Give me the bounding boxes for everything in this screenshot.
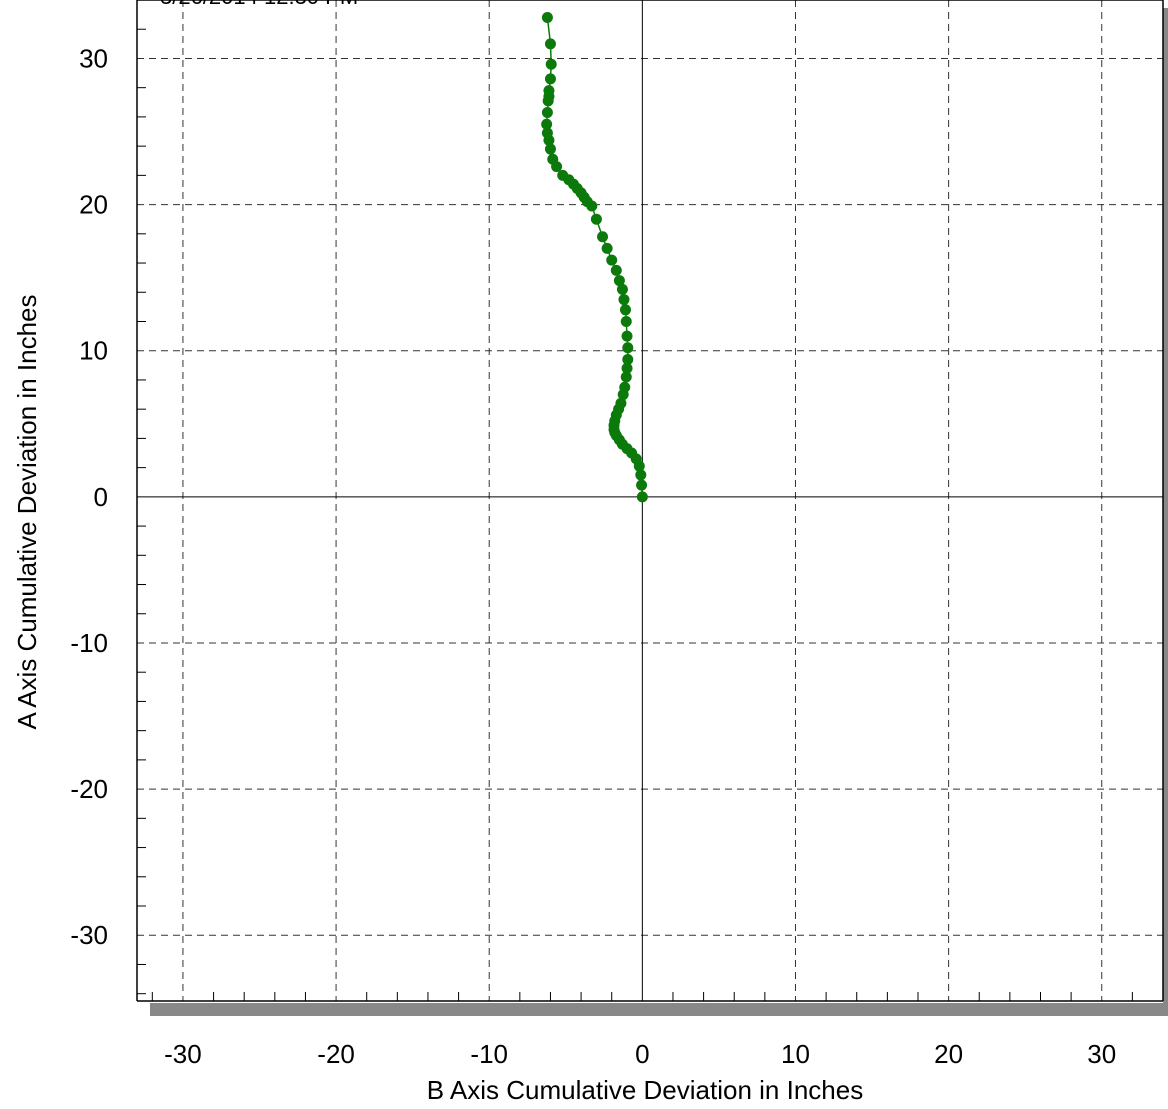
grid-lines	[137, 0, 1163, 1001]
y-tick-label: 20	[79, 190, 108, 220]
x-axis-title: B Axis Cumulative Deviation in Inches	[427, 1075, 863, 1105]
data-point	[541, 118, 553, 130]
y-tick-label: 30	[79, 43, 108, 73]
y-tick-label: 0	[94, 482, 108, 512]
data-point	[616, 283, 628, 295]
data-point	[636, 479, 648, 491]
data-point	[543, 85, 555, 97]
x-tick-label: -10	[470, 1039, 508, 1069]
y-tick-label: -20	[70, 774, 108, 804]
data-point	[606, 254, 618, 266]
x-tick-label: 10	[781, 1039, 810, 1069]
data-point	[619, 381, 631, 393]
plot-area	[137, 0, 1163, 1001]
data-point	[590, 213, 602, 225]
x-tick-labels: -30 -20 -10 0 10 20 30	[164, 1039, 1116, 1069]
minor-ticks	[137, 0, 1164, 1001]
data-point	[615, 397, 627, 409]
data-point	[601, 242, 613, 254]
y-tick-label: -10	[70, 628, 108, 658]
data-point	[613, 275, 625, 287]
data-point	[620, 371, 632, 383]
data-point	[610, 264, 622, 276]
data-point	[544, 73, 556, 85]
data-point	[618, 294, 630, 306]
data-point	[547, 153, 559, 165]
data-point	[621, 362, 633, 374]
x-tick-label: 20	[934, 1039, 963, 1069]
y-axis-title: A Axis Cumulative Deviation in Inches	[12, 295, 42, 730]
data-point	[544, 143, 556, 155]
plot-shadow-right	[1163, 8, 1168, 1016]
data-point	[557, 169, 569, 181]
y-tick-label: -30	[70, 920, 108, 950]
series-green	[541, 12, 648, 503]
y-tick-labels: -30 -20 -10 0 10 20 30	[70, 43, 108, 950]
data-point	[636, 491, 648, 503]
data-point	[619, 304, 631, 316]
x-tick-label: -30	[164, 1039, 202, 1069]
data-point	[541, 12, 553, 24]
data-point	[622, 353, 634, 365]
plot-shadow-bottom	[150, 1003, 1168, 1016]
x-tick-label: 0	[635, 1039, 649, 1069]
data-point	[541, 107, 553, 119]
data-point	[597, 231, 609, 243]
data-point	[622, 342, 634, 354]
data-point	[635, 469, 647, 481]
data-point	[545, 58, 557, 70]
x-tick-label: 30	[1087, 1039, 1116, 1069]
data-point	[541, 127, 553, 139]
x-tick-label: -20	[317, 1039, 355, 1069]
data-point	[620, 315, 632, 327]
data-point	[621, 330, 633, 342]
header-timestamp: 3/26/2014 12:30 PM	[160, 0, 358, 9]
y-tick-label: 10	[79, 336, 108, 366]
data-point	[544, 38, 556, 50]
